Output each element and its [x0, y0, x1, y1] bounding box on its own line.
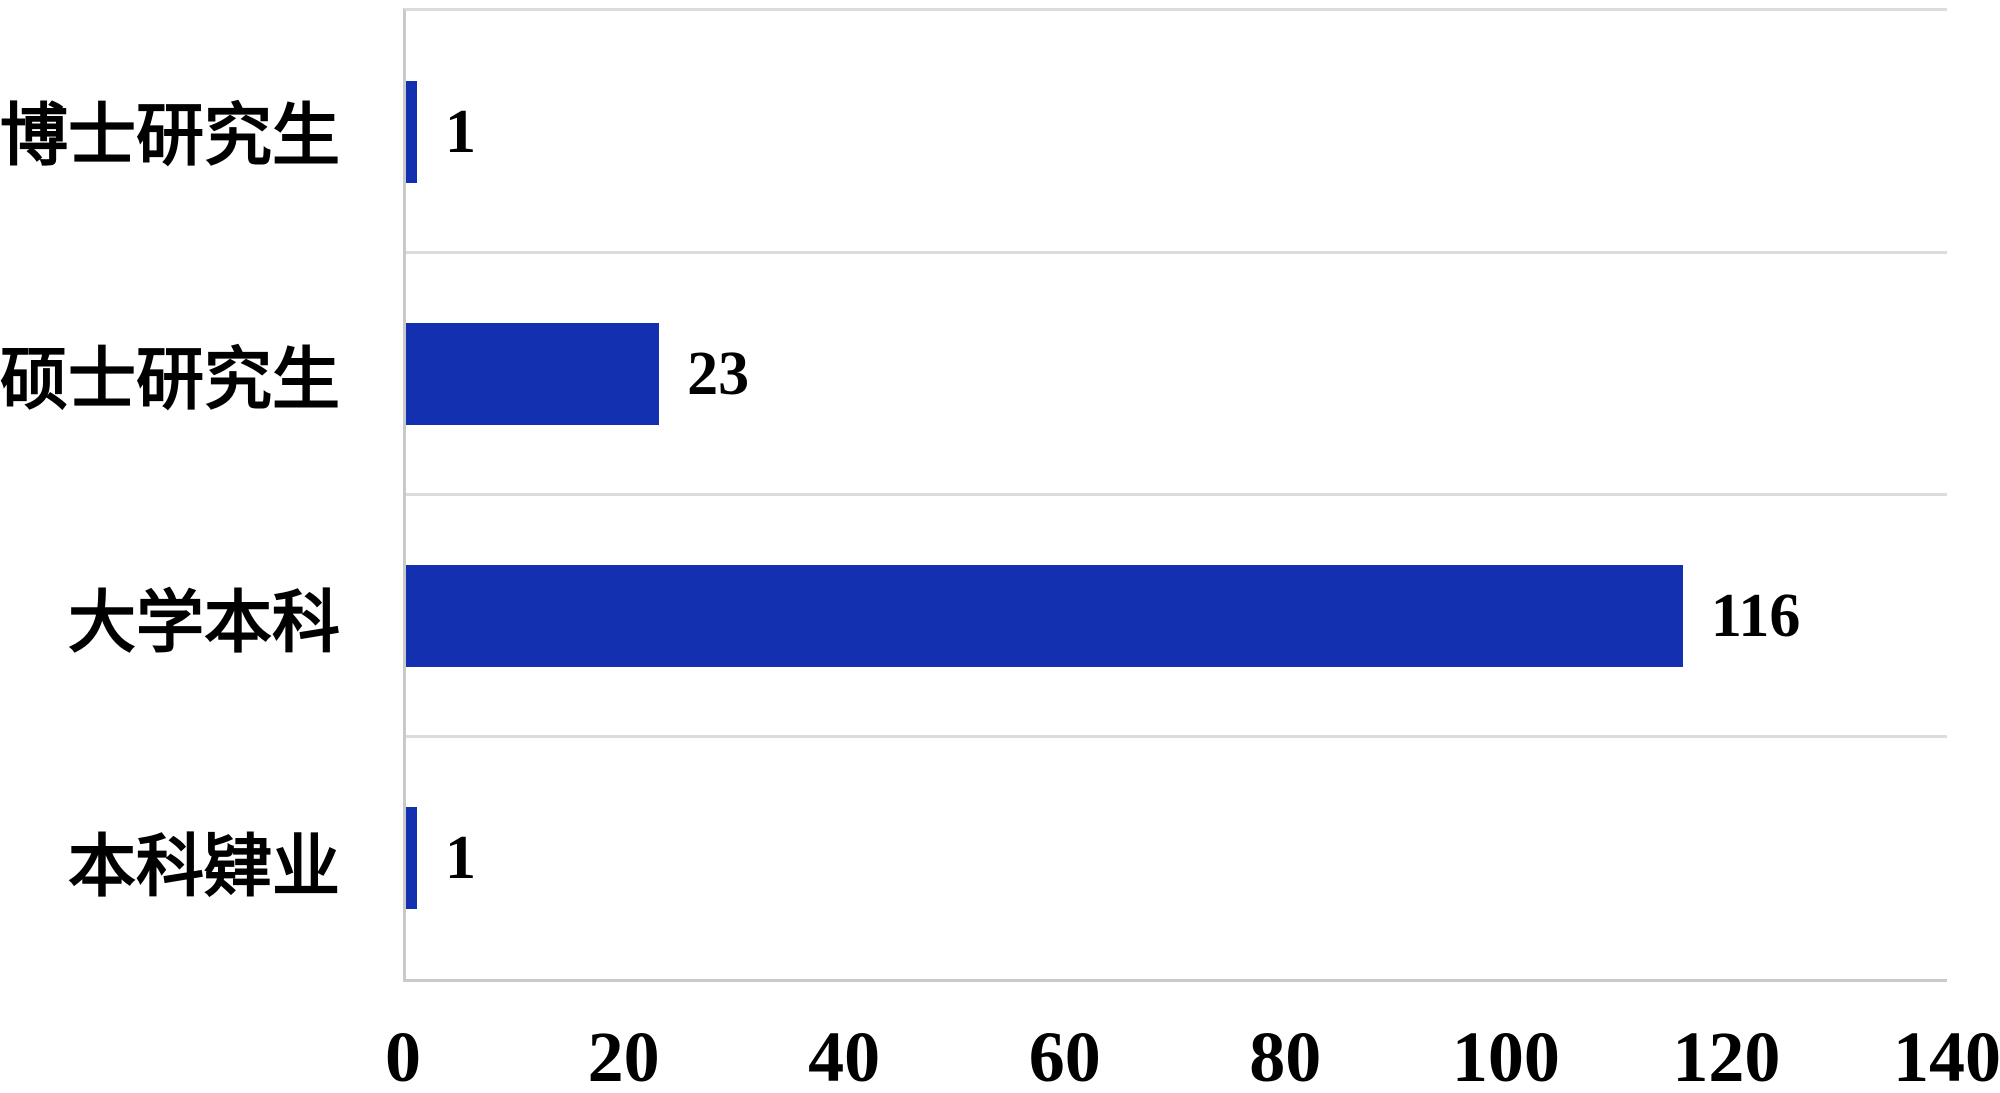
- x-axis-tick-labels: 0 20 40 60 80 100 120 140: [385, 1017, 2000, 1093]
- bar: [406, 807, 417, 909]
- x-tick-label: 20: [587, 1017, 660, 1093]
- row-separator-line: [406, 493, 1947, 496]
- bar-value-label: 23: [687, 340, 750, 408]
- bar-row: 1: [406, 737, 1947, 979]
- bar-value-label: 1: [445, 98, 476, 166]
- bar: [406, 81, 417, 183]
- category-label: 大学本科: [67, 585, 340, 662]
- bar-value-label: 116: [1710, 582, 1801, 650]
- bar: [406, 323, 660, 425]
- category-label: 博士研究生: [0, 98, 340, 175]
- y-axis-category-labels: 博士研究生 硕士研究生 大学本科 本科肄业: [0, 8, 340, 982]
- x-tick-label: 0: [385, 1017, 421, 1093]
- category-label: 硕士研究生: [0, 341, 340, 418]
- row-separator-line: [406, 735, 1947, 738]
- x-tick-label: 40: [808, 1017, 881, 1093]
- x-tick-label: 100: [1451, 1017, 1560, 1093]
- bar: [406, 565, 1683, 667]
- bar-row: 1: [406, 11, 1947, 253]
- plot-area: 1 23 116 1: [403, 8, 1947, 982]
- x-tick-label: 60: [1028, 1017, 1101, 1093]
- bar-row: 116: [406, 495, 1947, 737]
- row-separator-line: [406, 251, 1947, 254]
- x-tick-label: 140: [1893, 1017, 2000, 1093]
- bar-row: 23: [406, 253, 1947, 495]
- bar-rows: 1 23 116 1: [406, 11, 1947, 979]
- x-tick-label: 120: [1672, 1017, 1781, 1093]
- category-label: 本科肄业: [67, 828, 340, 905]
- bar-value-label: 1: [445, 824, 476, 892]
- x-tick-label: 80: [1249, 1017, 1322, 1093]
